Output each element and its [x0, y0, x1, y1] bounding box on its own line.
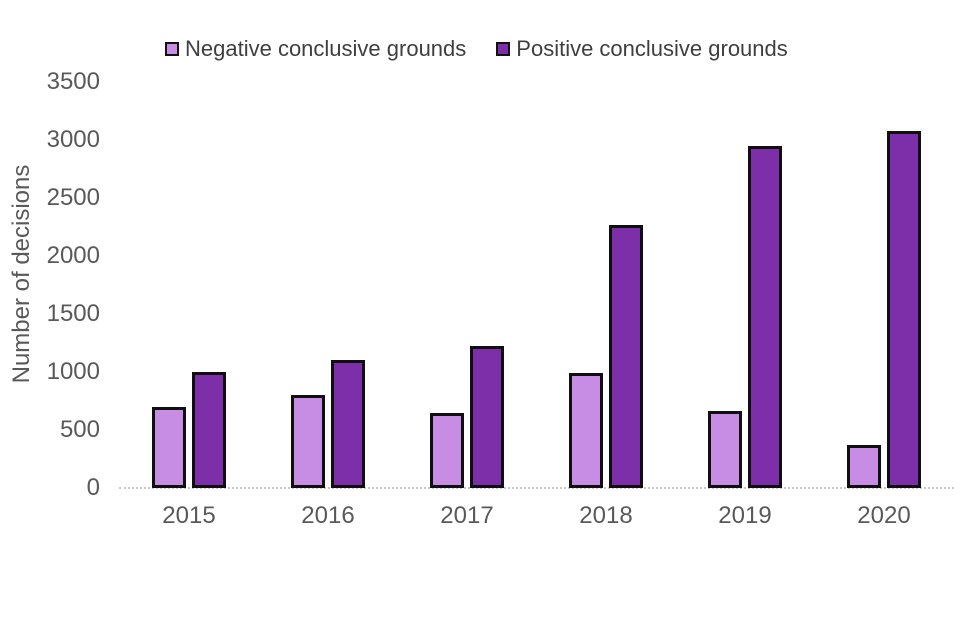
chart-legend: Negative conclusive grounds Positive con… [165, 36, 788, 62]
bar-negative-2016 [291, 395, 325, 488]
legend-swatch-positive-icon [496, 42, 511, 56]
legend-item-positive: Positive conclusive grounds [496, 36, 788, 62]
y-tick-label: 1000 [46, 358, 100, 385]
bar-positive-2019 [748, 146, 782, 488]
y-tick-label: 3500 [46, 68, 100, 95]
bar-positive-2020 [887, 131, 921, 488]
bar-negative-2015 [152, 407, 186, 488]
bar-positive-2015 [192, 372, 226, 488]
bar-negative-2020 [847, 445, 881, 488]
bar-negative-2019 [708, 411, 742, 488]
y-tick-label: 2500 [46, 184, 100, 211]
x-axis-label: 2016 [301, 502, 355, 529]
plot-area [119, 82, 954, 488]
y-tick-label: 1500 [46, 300, 100, 327]
x-axis-line [119, 487, 954, 489]
x-axis-label: 2020 [857, 502, 911, 529]
y-tick-label: 2000 [46, 242, 100, 269]
legend-item-negative: Negative conclusive grounds [165, 36, 466, 62]
y-tick-label: 500 [59, 416, 100, 443]
y-tick-label: 0 [86, 474, 100, 501]
x-axis-label: 2015 [162, 502, 216, 529]
x-axis-label: 2018 [579, 502, 633, 529]
legend-label-negative: Negative conclusive grounds [185, 36, 467, 61]
x-axis-label: 2019 [718, 502, 772, 529]
legend-label-positive: Positive conclusive grounds [516, 36, 788, 61]
bar-positive-2018 [609, 225, 643, 488]
legend-swatch-negative-icon [165, 42, 179, 56]
bar-positive-2016 [331, 360, 365, 488]
x-axis-label: 2017 [440, 502, 494, 529]
bar-negative-2018 [569, 373, 603, 488]
y-tick-label: 3000 [46, 126, 100, 153]
bar-positive-2017 [470, 346, 504, 488]
bar-negative-2017 [430, 413, 464, 488]
